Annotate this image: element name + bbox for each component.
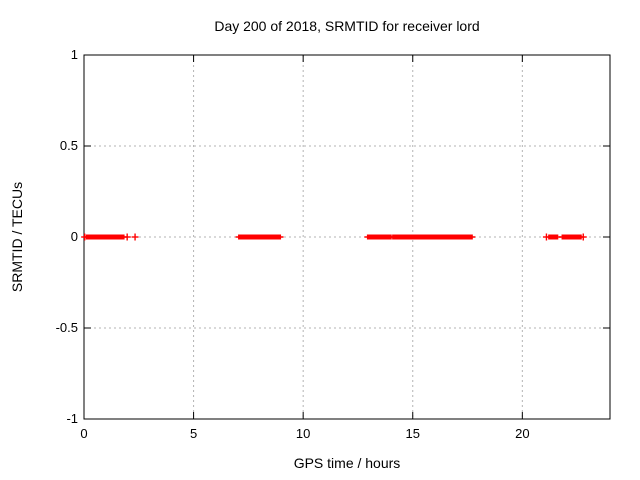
y-tick-label: 0 xyxy=(70,229,78,244)
x-tick-label: 20 xyxy=(515,426,530,441)
x-axis-label: GPS time / hours xyxy=(293,455,401,471)
y-tick-label: 1 xyxy=(70,47,78,62)
chart-title: Day 200 of 2018, SRMTID for receiver lor… xyxy=(214,18,480,34)
x-tick-label: 10 xyxy=(295,426,311,441)
y-tick-label: -0.5 xyxy=(55,320,78,335)
x-tick-label: 0 xyxy=(80,426,88,441)
gridlines xyxy=(84,55,610,419)
y-tick-label: 0.5 xyxy=(59,138,78,153)
data-series xyxy=(81,233,587,241)
x-tick-label: 5 xyxy=(189,426,198,441)
y-tick-label: -1 xyxy=(66,411,78,426)
axis-ticks xyxy=(83,54,610,420)
x-tick-label: 15 xyxy=(405,426,420,441)
plot-border xyxy=(83,54,611,420)
